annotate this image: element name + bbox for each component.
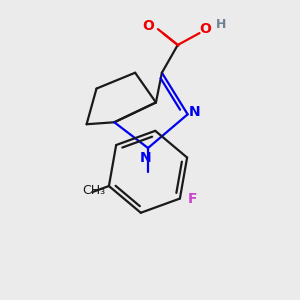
Text: N: N — [189, 105, 200, 119]
Text: O: O — [142, 19, 154, 33]
Text: F: F — [188, 191, 197, 206]
Text: H: H — [216, 18, 226, 31]
Text: CH₃: CH₃ — [82, 184, 106, 197]
Text: O: O — [200, 22, 211, 36]
Text: N: N — [140, 151, 152, 165]
